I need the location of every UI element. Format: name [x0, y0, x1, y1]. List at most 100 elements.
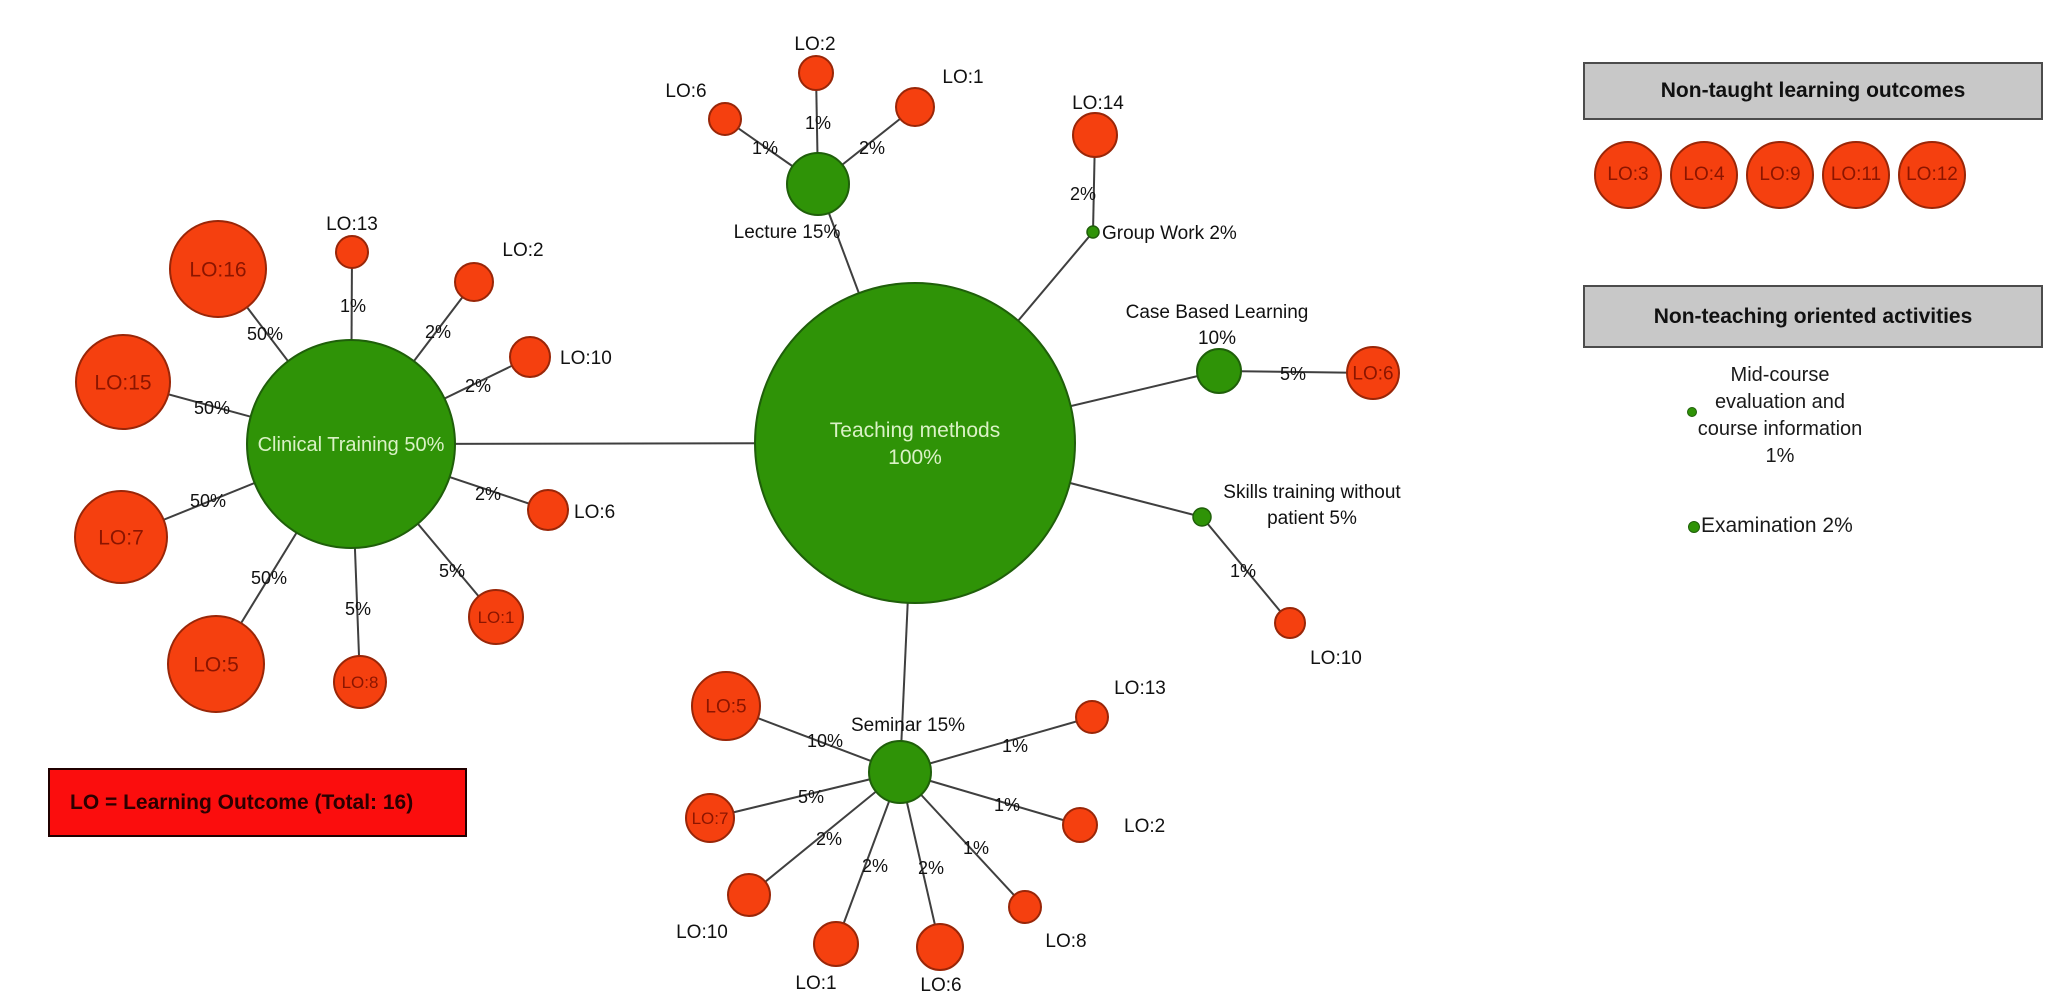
node-lecture-label: Lecture 15%	[734, 222, 841, 243]
non-taught-outcomes-header: Non-taught learning outcomes	[1583, 62, 2043, 120]
node-m13-label: LO:13	[1114, 678, 1166, 699]
node-c10-circle	[509, 336, 551, 378]
mid-course-evaluation-line: Mid-course	[1730, 364, 1830, 386]
node-c6-circle	[527, 489, 569, 531]
node-l14-label: LO:14	[1072, 93, 1124, 114]
edge-label-lecture-l6: 1%	[752, 138, 778, 158]
node-teaching-circle	[754, 282, 1076, 604]
node-m5-label: LO:5	[705, 697, 746, 718]
edge-label-seminar-m10: 2%	[816, 829, 842, 849]
edge-label-seminar-m2: 1%	[994, 795, 1020, 815]
edge-label-seminar-m8: 1%	[963, 838, 989, 858]
node-l6-label: LO:6	[665, 81, 706, 102]
edge-label-clinical-c13: 1%	[340, 296, 366, 316]
node-m5-circle	[691, 671, 761, 741]
edge-label-groupwork-l14: 2%	[1070, 184, 1096, 204]
edge-label-seminar-m1: 2%	[862, 856, 888, 876]
node-c5-circle	[167, 615, 265, 713]
node-m7-label: LO:7	[692, 809, 729, 828]
node-b6-label: LO:6	[1352, 364, 1393, 385]
node-b6-circle	[1346, 346, 1400, 400]
edge-label-clinical-c15: 50%	[194, 398, 230, 418]
edge-label-clinical-c5: 50%	[251, 568, 287, 588]
edge-label-seminar-m6: 2%	[918, 858, 944, 878]
legend-box: LO = Learning Outcome (Total: 16)	[48, 768, 467, 837]
node-c13-label: LO:13	[326, 214, 378, 235]
node-c2-circle	[454, 262, 494, 302]
edge-label-clinical-c2: 2%	[425, 322, 451, 342]
node-m10-circle	[727, 873, 771, 917]
node-groupwork-label: Group Work 2%	[1102, 223, 1237, 244]
node-m1-label: LO:1	[795, 973, 836, 994]
edge-label-clinical-c6: 2%	[475, 484, 501, 504]
node-c8-circle	[333, 655, 387, 709]
edge-label-skills-s10: 1%	[1230, 561, 1256, 581]
edge-label-clinical-c8: 5%	[345, 599, 371, 619]
node-c7-label: LO:7	[98, 526, 144, 549]
node-teaching-label: 100%	[888, 446, 942, 469]
node-l2-circle	[798, 55, 834, 91]
node-c15-label: LO:15	[94, 371, 151, 394]
node-c6-label: LO:6	[574, 502, 615, 523]
node-m8-circle	[1008, 890, 1042, 924]
node-cbl-label: 10%	[1198, 328, 1236, 349]
mid-course-evaluation-line: evaluation and	[1714, 391, 1846, 413]
node-m6-circle	[916, 923, 964, 971]
node-m13-circle	[1075, 700, 1109, 734]
node-c1-label: LO:1	[478, 608, 515, 627]
node-l6-circle	[708, 102, 742, 136]
edge-label-lecture-l2: 1%	[805, 113, 831, 133]
edge-seminar-m13	[899, 716, 1093, 773]
node-teaching-label: Teaching methods	[830, 419, 1000, 442]
node-l14-circle	[1072, 112, 1118, 158]
node-c13-circle	[335, 235, 369, 269]
edge-label-clinical-c10: 2%	[465, 376, 491, 396]
edge-label-lecture-l1: 2%	[859, 138, 885, 158]
node-l1-label: LO:1	[942, 67, 983, 88]
edge-seminar-m7	[709, 771, 901, 819]
non-taught-outcomes-title: Non-taught learning outcomes	[1660, 79, 1966, 102]
node-c7-circle	[74, 490, 168, 584]
edge-label-clinical-c1: 5%	[439, 561, 465, 581]
node-m8-label: LO:8	[1045, 931, 1086, 952]
node-c16-circle	[169, 220, 267, 318]
non-taught-outcomes-circles: LO:3 LO:4 LO:9 LO:11 LO:12	[1594, 141, 1994, 209]
non-taught-outcome-lo4: LO:4	[1670, 141, 1738, 209]
node-groupwork-circle	[1086, 225, 1100, 239]
node-cbl-label: Case Based Learning	[1126, 302, 1309, 323]
node-lecture-circle	[786, 152, 850, 216]
node-clinical-label: Clinical Training 50%	[258, 434, 445, 456]
non-taught-outcome-lo11: LO:11	[1822, 141, 1890, 209]
edge-seminar-m10	[748, 771, 901, 896]
mid-course-evaluation-line: course information	[1697, 418, 1863, 440]
node-skills-circle	[1192, 507, 1212, 527]
mid-course-evaluation-dot	[1687, 407, 1697, 417]
edge-label-cbl-b6: 5%	[1280, 364, 1306, 384]
edge-label-seminar-m7: 5%	[798, 787, 824, 807]
edge-label-clinical-c16: 50%	[247, 324, 283, 344]
non-taught-outcome-lo9: LO:9	[1746, 141, 1814, 209]
node-m2-label: LO:2	[1124, 816, 1165, 837]
edge-label-seminar-m5: 10%	[807, 731, 843, 751]
node-m6-label: LO:6	[920, 975, 961, 996]
edge-skills-s10	[1201, 516, 1291, 624]
node-seminar-circle	[868, 740, 932, 804]
node-clinical-circle	[246, 339, 456, 549]
legend-text: LO = Learning Outcome (Total: 16)	[70, 790, 414, 814]
node-c10-label: LO:10	[560, 348, 612, 369]
node-c2-label: LO:2	[502, 240, 543, 261]
node-skills-label: Skills training without	[1223, 482, 1401, 503]
mid-course-evaluation-label: Mid-course evaluation and course informati…	[1670, 362, 1890, 470]
node-c8-label: LO:8	[342, 673, 379, 692]
edge-label-clinical-c7: 50%	[190, 491, 226, 511]
node-s10-circle	[1274, 607, 1306, 639]
node-c16-label: LO:16	[189, 258, 246, 281]
node-l2-label: LO:2	[794, 34, 835, 55]
node-c1-circle	[468, 589, 524, 645]
non-teaching-activities-header: Non-teaching oriented activities	[1583, 285, 2043, 348]
mid-course-evaluation-line: 1%	[1765, 445, 1795, 467]
node-m7-circle	[685, 793, 735, 843]
examination-dot	[1688, 521, 1700, 533]
node-c5-label: LO:5	[193, 653, 239, 676]
